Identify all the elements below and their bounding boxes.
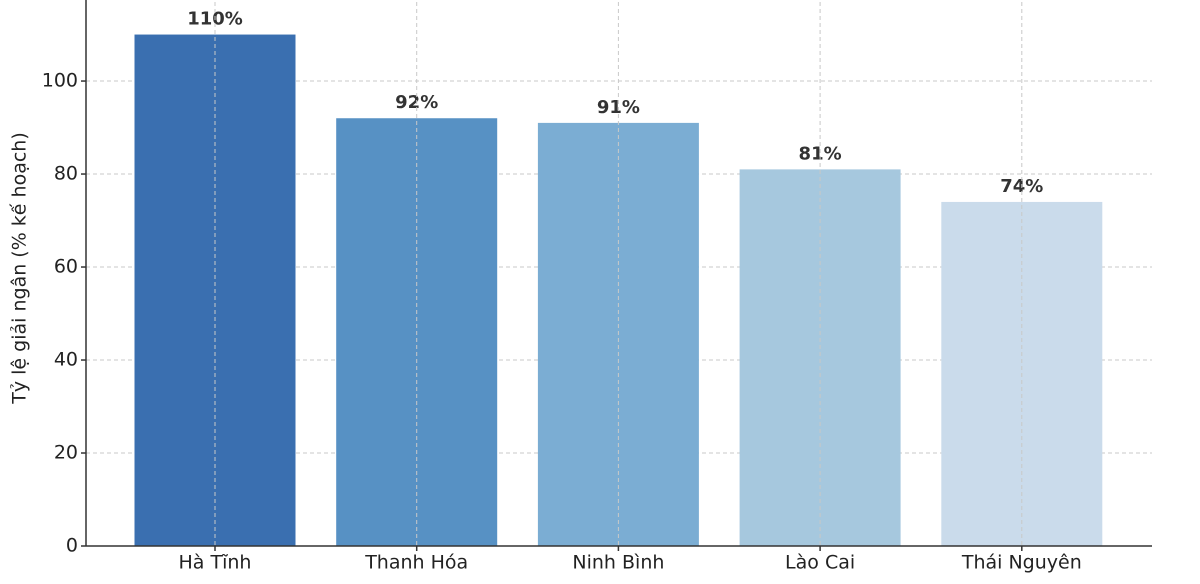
bar: [739, 169, 901, 546]
x-tick-label: Thanh Hóa: [364, 552, 468, 574]
value-label: 81%: [799, 143, 842, 164]
y-axis-label: Tỷ lệ giải ngân (% kế hoạch): [9, 132, 31, 404]
x-tick-label: Ninh Bình: [572, 552, 664, 574]
y-tick-label: 20: [54, 442, 78, 464]
x-tick-label: Lào Cai: [785, 552, 855, 574]
y-tick-label: 40: [54, 349, 78, 371]
y-tick-label: 0: [66, 535, 78, 557]
x-tick-label: Thái Nguyên: [961, 552, 1082, 574]
y-tick-label: 80: [54, 163, 78, 185]
y-tick-label: 100: [42, 70, 78, 92]
y-tick-label: 60: [54, 256, 78, 278]
x-tick-label: Hà Tĩnh: [179, 552, 252, 574]
